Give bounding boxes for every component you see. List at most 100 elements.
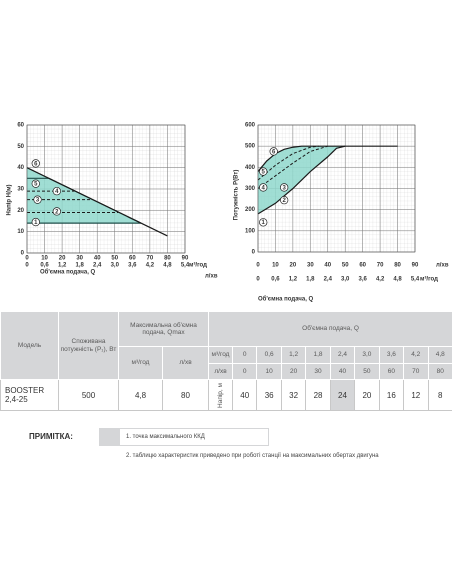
- marker: [31, 159, 40, 168]
- x2-tick-label: 20: [290, 263, 297, 269]
- x2-tick-label: 40: [324, 263, 331, 269]
- cell: 8: [427, 379, 452, 411]
- x2-tick-label: 10: [41, 256, 48, 262]
- x-unit: м³/год: [420, 276, 438, 283]
- x-tick-label: 3,0: [341, 277, 350, 283]
- x2-tick-label: 90: [182, 256, 189, 262]
- note: 2. таблицю характеристик приведено при р…: [126, 453, 379, 459]
- header-cell: 20: [280, 363, 307, 380]
- line: [257, 145, 328, 189]
- x-axis-label: Об'ємна подача, Q: [40, 269, 96, 276]
- y-tick-label: 0: [21, 251, 25, 257]
- x-tick-label: 5,4: [181, 263, 190, 269]
- marker: [52, 207, 61, 216]
- x2-tick-label: 30: [76, 256, 83, 262]
- x2-tick-label: 10: [272, 263, 279, 269]
- header-cell: 0,6: [256, 346, 282, 364]
- x2-tick-label: 70: [147, 256, 154, 262]
- x-tick-label: 2,4: [324, 277, 333, 283]
- x-axis-label: Об'ємна подача, Q: [258, 296, 314, 303]
- y-axis-label: Напір Н(м): [7, 184, 13, 215]
- note: 1. точка максимального ККД: [126, 434, 205, 440]
- marker: [280, 195, 289, 205]
- header-cell: 30: [305, 363, 331, 380]
- x-tick-label: 0: [25, 263, 29, 269]
- header-cell: 10: [256, 363, 282, 380]
- cell: Напір, м: [208, 379, 234, 411]
- x2-tick-label: 80: [164, 256, 171, 262]
- x-tick-label: 1,8: [306, 277, 315, 283]
- header-cell: м³/год: [208, 346, 234, 364]
- y-tick-label: 600: [245, 123, 256, 129]
- plot-frame: [257, 124, 416, 253]
- header-cell: Максимальна об'ємна подача, Qmax: [117, 311, 210, 347]
- header-cell: 70: [403, 363, 429, 380]
- header-cell: 4,2: [403, 346, 429, 364]
- header-cell: 40: [329, 363, 356, 380]
- y-tick-label: 100: [245, 228, 256, 234]
- x2-unit: л/хв: [436, 263, 449, 269]
- x2-tick-label: 0: [25, 256, 29, 262]
- x2-tick-label: 90: [412, 263, 419, 269]
- header-row: Модель Споживана потужність (P₁), Вт Мак…: [0, 311, 452, 380]
- y-tick-label: 400: [245, 165, 256, 171]
- x-tick-label: 4,2: [376, 277, 385, 283]
- header-cell: 0: [232, 346, 258, 364]
- header-cell: 2,4: [329, 346, 356, 364]
- x-tick-label: 0,6: [271, 277, 280, 283]
- x-tick-label: 2,4: [93, 263, 102, 269]
- y-tick-label: 500: [245, 144, 256, 150]
- cell: 80: [161, 379, 210, 411]
- marker: [31, 217, 40, 227]
- marker-label: 5: [262, 169, 266, 175]
- header-cell: Модель: [0, 311, 59, 380]
- x-tick-label: 3,6: [128, 263, 137, 269]
- x-tick-label: 0: [256, 277, 260, 283]
- cell: 500: [58, 379, 119, 411]
- cell: 4,8: [118, 379, 163, 411]
- x-tick-label: 4,8: [393, 277, 402, 283]
- marker: [269, 147, 278, 156]
- x-tick-label: 4,2: [146, 263, 155, 269]
- x-tick-label: 1,8: [75, 263, 84, 269]
- cell: 32: [280, 379, 307, 411]
- x-tick-label: 3,6: [358, 277, 367, 283]
- y-axis-label: Потужність Р(Вт): [234, 170, 240, 221]
- y-tick-label: 40: [17, 165, 24, 171]
- x-tick-label: 5,4: [411, 277, 420, 283]
- marker: [280, 183, 289, 192]
- header-cell: м³/год: [118, 346, 163, 380]
- cell: 40: [232, 379, 258, 411]
- header-cell: 50: [354, 363, 380, 380]
- header-cell: 4,8: [427, 346, 452, 364]
- marker-label: 3: [36, 198, 40, 204]
- cell: 12: [403, 379, 429, 411]
- header-cell: 60: [378, 363, 405, 380]
- marker-label: 3: [282, 185, 286, 191]
- header-row: м³/год л/хв м³/год 0 0,6 1,2 1,8 2,4 3,0 3,6 4,…: [1, 346, 452, 380]
- x-tick-label: 1,2: [58, 263, 67, 269]
- marker-label: 4: [262, 185, 266, 191]
- header-cell: 3,6: [378, 346, 405, 364]
- header-cell: 1,8: [305, 346, 331, 364]
- x2-tick-label: 40: [94, 256, 101, 262]
- y-tick-label: 300: [245, 186, 256, 192]
- note-frame: [119, 428, 269, 446]
- cell: BOOSTER 2,4-25: [0, 379, 59, 411]
- header-cell: 0: [232, 363, 258, 380]
- note-swatch: [99, 428, 119, 446]
- plot-frame: [26, 124, 186, 254]
- marker-label: 4: [55, 189, 59, 195]
- notes-title: ПРИМІТКА:: [29, 432, 73, 441]
- header-cell: л/хв: [161, 346, 210, 380]
- x2-tick-label: 20: [59, 256, 66, 262]
- y-tick-label: 30: [17, 187, 24, 193]
- marker: [259, 183, 268, 192]
- x2-tick-label: 0: [256, 263, 260, 269]
- x-unit: м³/год: [189, 262, 207, 269]
- line: [257, 145, 346, 215]
- data-row: BOOSTER 2,4-25 500 4,8 80 Напір, м 40 36 3…: [0, 379, 452, 411]
- x2-tick-label: 60: [359, 263, 366, 269]
- marker-label: 1: [262, 220, 266, 226]
